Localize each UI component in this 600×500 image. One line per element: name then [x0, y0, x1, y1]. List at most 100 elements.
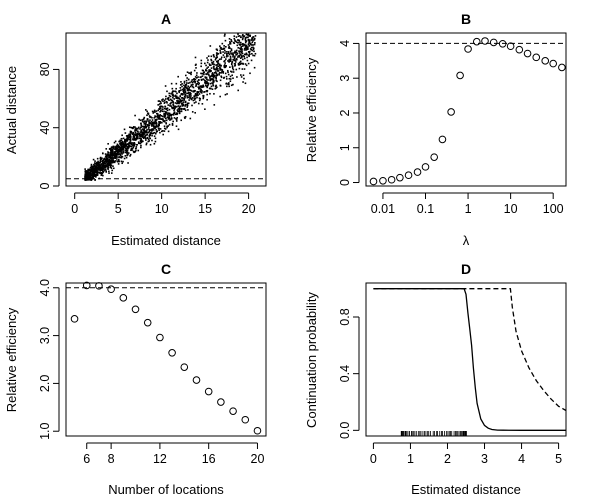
panel-a-data-point — [122, 151, 124, 154]
panel-a-data-point — [140, 129, 143, 131]
panel-a-data-point — [189, 72, 192, 75]
panel-a-data-point — [235, 41, 238, 43]
panel-a-data-point — [229, 60, 232, 62]
panel-a-data-point — [158, 100, 161, 102]
panel-a-data-point — [251, 41, 254, 44]
panel-b-x-tick-label: 0.1 — [417, 202, 434, 216]
panel-a-data-point — [113, 160, 116, 163]
panel-b-point — [532, 53, 541, 62]
panel-d-x-tick-label: 0 — [370, 452, 377, 466]
panel-a-data-point — [132, 142, 135, 144]
panel-a-data-point — [251, 52, 253, 55]
panel-a-data-point — [206, 81, 208, 84]
panel-a-data-point — [213, 75, 215, 78]
panel-a-data-point — [206, 72, 209, 74]
panel-a-data-point — [120, 156, 123, 159]
panel-a-data-point — [90, 172, 92, 175]
panel-a-data-point — [115, 149, 117, 151]
panel-a-data-point — [200, 62, 203, 65]
panel-a-data-point — [243, 57, 246, 60]
panel-a-data-point — [186, 92, 188, 95]
panel-a-data-point — [85, 176, 88, 178]
panel-a-data-point — [225, 55, 228, 58]
panel-a-data-point — [188, 94, 191, 96]
panel-a-data-point — [164, 101, 166, 104]
panel-a-data-point — [107, 155, 110, 157]
panel-a-data-point — [198, 88, 200, 90]
panel-a-data-point — [128, 126, 131, 129]
panel-a-data-point — [219, 49, 221, 52]
panel-a-data-point — [245, 33, 248, 36]
panel-a-data-point — [95, 161, 98, 164]
panel-a-data-point — [124, 151, 127, 154]
panel-a-data-point — [211, 63, 214, 65]
panel-a-data-point — [95, 171, 98, 174]
panel-a-data-point — [222, 48, 224, 50]
panel-a-data-point — [131, 147, 134, 150]
panel-a-data-point — [217, 68, 219, 70]
panel-a-data-point — [135, 128, 137, 131]
panel-a-data-point — [194, 89, 196, 92]
panel-a-data-point — [242, 34, 244, 36]
panel-a-data-point — [94, 179, 96, 181]
panel-a-data-point — [125, 156, 128, 159]
panel-a-data-point — [166, 126, 168, 129]
panel-a-data-point — [251, 49, 254, 52]
panel-a-data-point — [142, 125, 145, 128]
panel-a-data-point — [159, 131, 161, 134]
panel-a-data-point — [147, 128, 150, 130]
panel-a-data-point — [187, 78, 190, 81]
panel-a-data-point — [156, 115, 158, 118]
panel-a-data-point — [86, 172, 89, 175]
panel-a-data-point — [99, 170, 101, 172]
panel-a-data-point — [145, 120, 148, 122]
panel-a-data-point — [124, 155, 127, 157]
panel-a-data-point — [247, 33, 250, 36]
panel-a-data-point — [138, 135, 141, 137]
panel-a-data-point — [231, 71, 233, 73]
panel-a-data-point — [132, 146, 135, 149]
panel-a-data-point — [176, 100, 178, 102]
panel-a-data-point — [240, 46, 243, 48]
panel-a-data-point — [207, 79, 209, 81]
panel-a-data-point — [246, 59, 249, 62]
panel-a-data-point — [232, 55, 234, 58]
panel-a-data-point — [166, 116, 169, 118]
panel-a-data-point — [193, 97, 196, 99]
panel-a-data-point — [139, 131, 142, 133]
panel-a-data-point — [237, 64, 240, 66]
panel-a-data-point — [135, 137, 138, 140]
panel-a-data-point — [184, 96, 186, 99]
panel-a-data-point — [194, 56, 197, 59]
panel-a-data-point — [135, 129, 137, 132]
panel-a-data-point — [178, 97, 180, 100]
panel-a-data-point — [182, 101, 185, 103]
panel-a-data-point — [178, 109, 181, 111]
panel-a-data-point — [228, 61, 230, 63]
panel-a-data-point — [253, 66, 256, 69]
panel-a-data-point — [164, 128, 167, 130]
panel-a-data-point — [227, 60, 229, 62]
panel-b: B λ Relative efficiency — [304, 11, 471, 248]
panel-a-data-point — [89, 171, 91, 174]
panel-a-data-point — [232, 58, 234, 61]
panel-a-data-point — [102, 163, 105, 166]
panel-a-y-tick-label: 80 — [38, 62, 52, 76]
panel-b-point — [481, 37, 489, 45]
panel-a-data-point — [143, 121, 145, 123]
panel-a-data-point — [171, 94, 174, 97]
panel-a-data-point — [92, 168, 94, 171]
panel-a-data-point — [215, 71, 217, 73]
panel-a-data-point — [168, 112, 171, 115]
panel-a-data-point — [186, 87, 189, 89]
panel-a-data-point — [166, 107, 169, 110]
panel-a-data-point — [159, 107, 162, 110]
panel-a-data-point — [234, 55, 236, 58]
panel-a-data-point — [213, 72, 216, 74]
panel-a-data-point — [117, 149, 120, 151]
panel-a-data-point — [166, 97, 169, 100]
panel-a-data-point — [211, 74, 213, 77]
panel-a-data-point — [215, 84, 217, 87]
panel-a-x-tick-label: 15 — [198, 202, 212, 216]
panel-a-data-point — [117, 163, 120, 165]
